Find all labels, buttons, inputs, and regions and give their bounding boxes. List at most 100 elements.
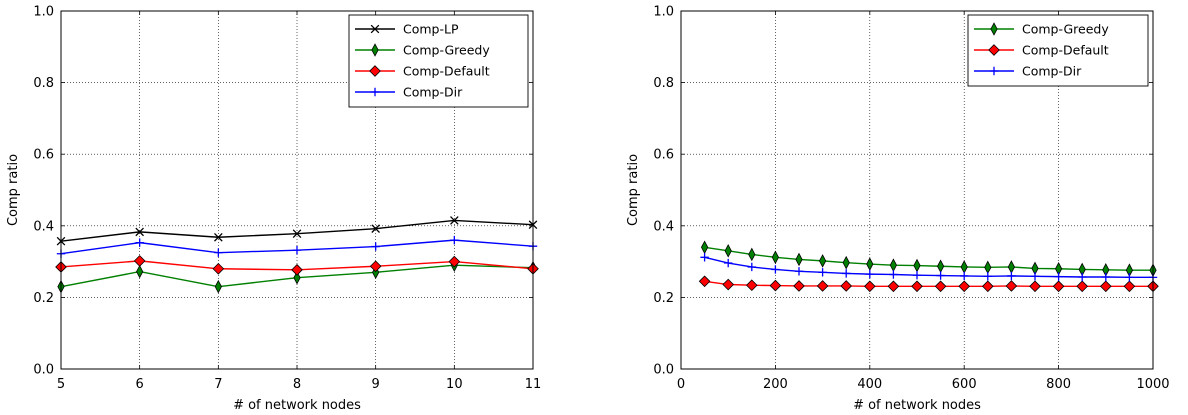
legend-marker (371, 43, 379, 57)
x-tick-label: 7 (214, 377, 222, 392)
y-tick-label: 0.4 (33, 219, 54, 234)
legend-label: Comp-Default (403, 64, 490, 79)
x-tick-label: 9 (372, 377, 380, 392)
data-point (818, 268, 827, 277)
data-point (698, 275, 711, 288)
data-point (1007, 260, 1016, 274)
data-point (865, 269, 874, 279)
plot-frame (680, 10, 1154, 370)
data-point (840, 280, 853, 292)
x-axis-title: # of network nodes (233, 398, 361, 413)
data-point (794, 267, 804, 276)
data-point (1078, 272, 1087, 282)
data-point (133, 255, 146, 267)
data-point (771, 265, 780, 274)
y-tick-label: 0.8 (33, 76, 54, 91)
legend-marker (990, 22, 998, 36)
series-line (704, 246, 1153, 271)
legend-marker (989, 66, 999, 76)
legend: Comp-Greedy Comp-Default Comp-Dir (967, 14, 1149, 87)
data-point (135, 227, 144, 237)
data-point (700, 253, 709, 262)
y-tick-label: 1.0 (33, 5, 54, 20)
data-point (745, 279, 758, 292)
data-point (136, 264, 144, 279)
legend-label: Comp-Greedy (403, 43, 490, 58)
data-point (981, 280, 994, 293)
y-tick-label: 1.0 (653, 5, 674, 20)
data-point (371, 224, 380, 233)
data-point (1123, 280, 1136, 293)
data-point (371, 242, 380, 251)
data-point (214, 279, 222, 294)
series-group (698, 240, 1159, 293)
legend-marker (370, 24, 380, 34)
series-line (704, 256, 1153, 279)
x-tick-label: 400 (857, 377, 882, 392)
data-point (724, 244, 732, 258)
data-point (448, 255, 461, 268)
data-point (1052, 280, 1065, 293)
data-point (887, 280, 900, 293)
data-point (984, 260, 992, 275)
x-tick-label: 8 (293, 377, 301, 392)
data-point (769, 279, 782, 292)
y-tick-label: 0.6 (33, 148, 54, 163)
x-tick-label: 6 (136, 377, 144, 392)
data-point (292, 245, 302, 255)
data-point (816, 280, 829, 292)
data-point (936, 259, 945, 274)
x-tick-label: 200 (763, 377, 788, 392)
x-tick-label: 5 (57, 377, 65, 392)
data-point (291, 264, 303, 276)
data-point (450, 216, 459, 225)
data-point (960, 260, 968, 274)
data-point (842, 269, 851, 278)
data-point (960, 271, 969, 281)
data-point (724, 258, 733, 268)
y-tick-label: 0.4 (653, 219, 674, 234)
x-tick-label: 10 (446, 377, 463, 392)
legend-label: Comp-Dir (1022, 64, 1082, 79)
data-point (912, 271, 922, 280)
data-point (958, 280, 971, 293)
series-Comp-Greedy (700, 240, 1157, 277)
data-point (1125, 273, 1134, 282)
data-point (913, 258, 921, 273)
data-point (1007, 271, 1016, 281)
y-tick-label: 0.0 (653, 363, 674, 378)
legend: Comp-LP Comp-Greedy Comp-Default Comp-Dir (348, 14, 529, 108)
y-tick-label: 0.2 (653, 291, 674, 306)
legend-label: Comp-Greedy (1022, 22, 1109, 37)
data-point (818, 254, 827, 268)
x-tick-label: 11 (525, 377, 542, 392)
data-point (842, 255, 850, 270)
data-point (212, 262, 225, 275)
data-point (863, 280, 876, 293)
data-point (700, 240, 709, 255)
data-point (889, 258, 898, 272)
data-point (795, 252, 803, 267)
data-point (793, 280, 805, 292)
y-tick-label: 0.0 (33, 363, 54, 378)
data-point (1101, 272, 1110, 282)
data-point (1029, 280, 1041, 293)
series-Comp-Dir (700, 253, 1158, 282)
data-point (722, 278, 735, 291)
data-point (450, 235, 459, 245)
legend-marker (369, 65, 381, 77)
legend-label: Comp-Default (1022, 43, 1109, 58)
x-tick-label: 0 (677, 377, 685, 392)
x-tick-label: 600 (952, 377, 977, 392)
data-point (135, 238, 144, 247)
data-point (1030, 272, 1040, 281)
y-tick-label: 0.8 (653, 76, 674, 91)
data-point (292, 229, 302, 238)
data-point (1054, 272, 1063, 281)
chart-2: 0 200 400 600 800 1000 0.0 0.2 0.4 0.6 0.8 1.0 # of … (626, 5, 1170, 414)
data-point (1099, 280, 1112, 293)
y-tick-label: 0.6 (653, 148, 674, 163)
y-axis-title: Comp ratio (6, 154, 21, 226)
series-Comp-Dir (56, 235, 538, 258)
x-axis-title: # of network nodes (853, 398, 981, 413)
